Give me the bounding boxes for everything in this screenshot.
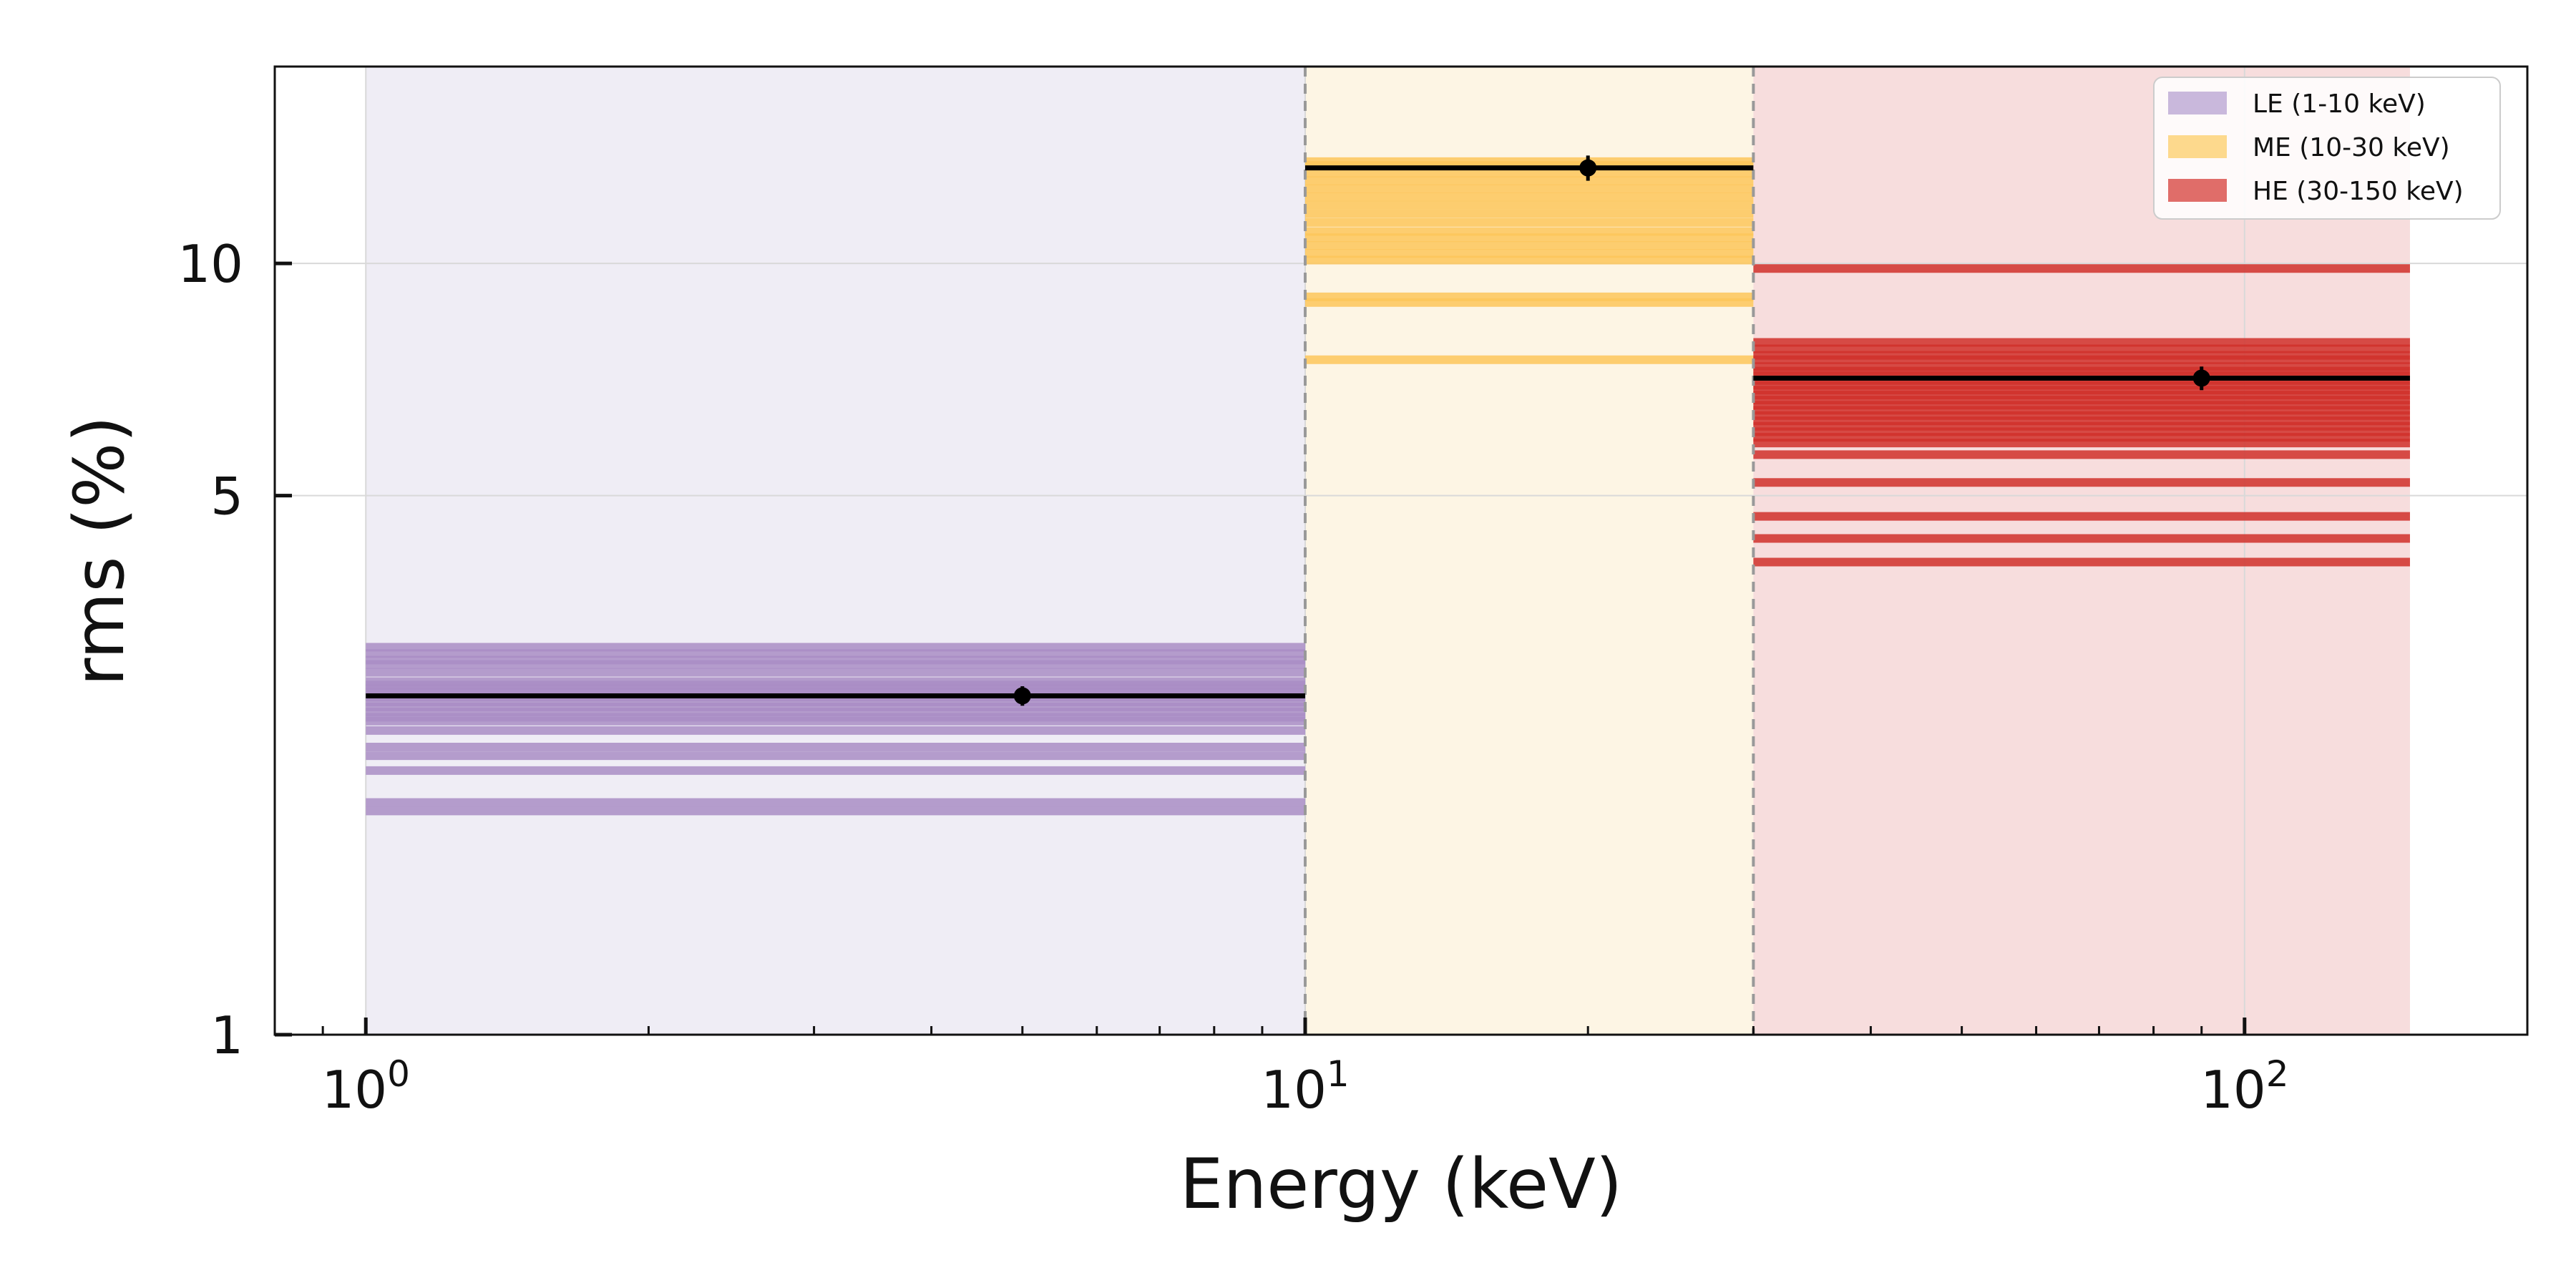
legend-label-le: LE (1-10 keV) — [2253, 89, 2426, 119]
x-axis-title: Energy (keV) — [1180, 1144, 1622, 1224]
x-tick-label: 102 — [2200, 1053, 2288, 1120]
legend-label-me: ME (10-30 keV) — [2253, 133, 2450, 162]
region-le — [366, 67, 1306, 1035]
x-tick-label: 100 — [322, 1053, 410, 1120]
legend-swatch-he — [2168, 179, 2227, 202]
plot-frame — [273, 65, 2529, 1036]
mean-point-le — [1013, 687, 1031, 705]
x-tick-label: 101 — [1261, 1053, 1349, 1120]
mean-point-he — [2192, 369, 2210, 387]
region-he — [1753, 67, 2410, 1035]
legend-swatch-me — [2168, 135, 2227, 158]
y-tick-label: 1 — [210, 1005, 243, 1065]
legend-box — [2153, 77, 2501, 220]
legend: LE (1-10 keV) ME (10-30 keV) HE (30-150 … — [2153, 77, 2501, 220]
y-tick-label: 10 — [177, 234, 243, 294]
y-tick-label: 5 — [210, 467, 243, 527]
legend-label-he: HE (30-150 keV) — [2253, 177, 2464, 206]
legend-swatch-le — [2168, 92, 2227, 114]
mean-point-me — [1579, 159, 1597, 177]
y-axis-title: rms (%) — [59, 416, 140, 686]
